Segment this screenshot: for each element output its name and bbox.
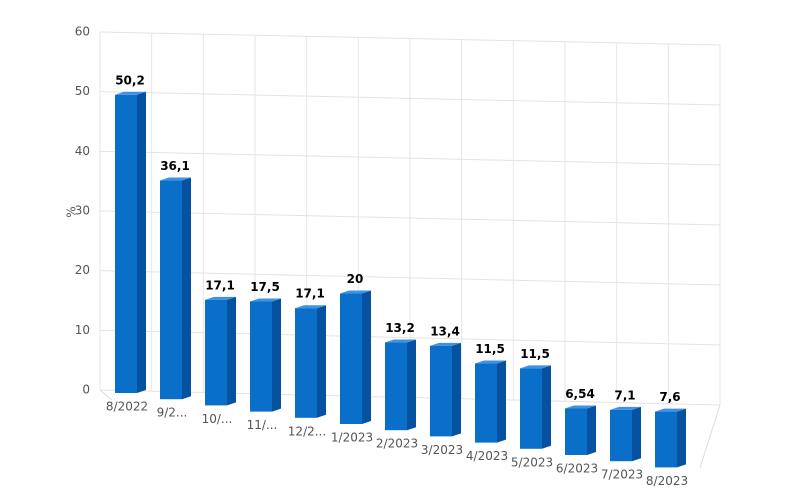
bar-side [227,296,236,406]
floor-edge [99,389,113,401]
bar-side [632,406,641,462]
bar-top [430,342,461,346]
value-label: 17,1 [295,287,325,301]
bar-top [295,305,326,309]
bar-top [565,405,596,409]
grid-line [99,270,721,286]
bar-front [610,409,632,462]
y-axis-label: % [65,206,79,217]
bar-front [340,293,362,424]
bar-front [250,301,272,412]
x-tick-label: 10/... [202,412,233,426]
value-label: 11,5 [475,342,505,356]
bar-top [385,339,416,343]
value-label: 20 [347,272,364,286]
bar-front [565,408,587,455]
x-tick-label: 8/2023 [646,474,688,488]
value-label: 6,54 [565,387,595,401]
bar-top [340,290,371,294]
x-tick-label: 12/2... [288,424,326,438]
bar-side [587,405,596,455]
bar-side [362,290,371,424]
bar-side [542,365,551,449]
bar-side [677,408,686,468]
bar-front [205,299,227,406]
bar-side [407,339,416,431]
floor-edge [699,404,721,469]
x-tick-label: 1/2023 [331,431,373,445]
bar-front [655,411,677,468]
bar [385,339,416,431]
bar-front [115,94,137,393]
bar [115,91,146,393]
y-tick-label: 40 [75,144,90,158]
bar [340,290,371,424]
value-label: 7,1 [614,388,635,402]
bar-top [655,408,686,412]
x-tick-label: 9/2... [157,406,188,420]
value-label: 7,6 [659,390,680,404]
bar-top [250,298,281,302]
bar [655,408,686,468]
x-tick-label: 11/... [247,418,278,432]
grid-line [99,210,721,226]
bar [160,177,191,400]
bar-top [115,91,146,95]
bar-side [137,91,146,393]
bar-front [520,368,542,449]
bar-front [385,342,407,431]
bar [520,365,551,449]
bar-front [295,308,317,418]
bar-top [610,406,641,410]
bar [430,342,461,437]
y-tick-label: 30 [75,204,90,218]
grid-line [99,91,721,106]
y-tick-label: 0 [82,383,90,397]
grid-line [99,31,721,46]
y-tick-label: 20 [75,263,90,277]
bar [295,305,326,418]
bar [610,406,641,462]
x-tick-label: 6/2023 [556,462,598,476]
value-label: 36,1 [160,159,190,173]
grid-line [99,150,721,166]
bar-top [160,177,191,181]
value-label: 17,5 [250,280,280,294]
x-tick-label: 2/2023 [376,437,418,451]
bar-side [317,305,326,418]
x-tick-label: 8/2022 [106,400,148,414]
x-tick-label: 5/2023 [511,455,553,469]
y-tick-label: 50 [75,84,90,98]
bar [565,405,596,455]
value-label: 17,1 [205,278,235,292]
grid-line [99,329,721,346]
bar-top [205,296,236,300]
value-label: 50,2 [115,73,145,87]
y-tick-label: 60 [75,25,90,39]
bar-side [182,177,191,400]
bar-side [497,360,506,443]
bar-top [520,365,551,369]
bar [250,298,281,412]
value-label: 11,5 [520,347,550,361]
bar-top [475,360,506,364]
x-tick-label: 7/2023 [601,468,643,482]
bar-side [272,298,281,412]
y-tick-label: 10 [75,323,90,337]
bar-front [430,345,452,437]
x-tick-label: 3/2023 [421,443,463,457]
bar [205,296,236,406]
bar [475,360,506,443]
bar-front [160,180,182,400]
value-label: 13,2 [385,321,415,335]
bar-side [452,342,461,437]
x-tick-label: 4/2023 [466,449,508,463]
value-label: 13,4 [430,324,460,338]
bar-front [475,363,497,443]
